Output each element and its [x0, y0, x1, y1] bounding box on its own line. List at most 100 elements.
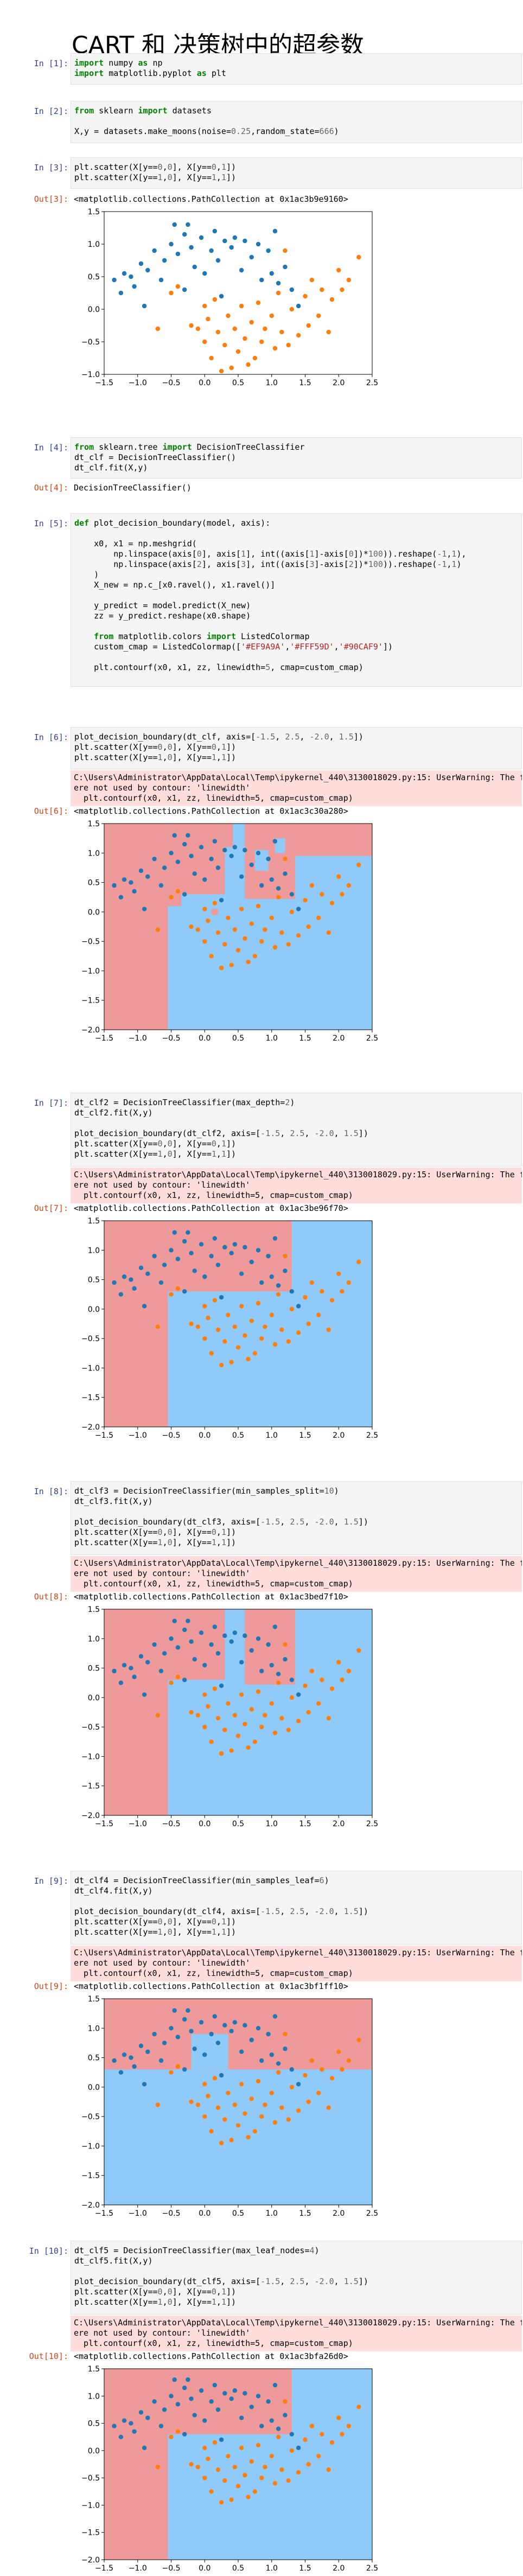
code-cell[interactable]: plot_decision_boundary(dt_clf, axis=[-1.…: [71, 727, 522, 769]
point-class-0: [182, 2386, 187, 2390]
decision-region: [104, 1609, 168, 1815]
point-class-1: [272, 346, 278, 351]
x-tick-label: 1.5: [299, 2209, 311, 2218]
y-tick-label: −0.5: [81, 338, 100, 347]
point-class-1: [326, 329, 331, 335]
point-class-0: [232, 1630, 238, 1635]
code-text[interactable]: dt_clf5 = DecisionTreeClassifier(max_lea…: [71, 2241, 521, 2312]
code-text[interactable]: from sklearn import datasets X,y = datas…: [71, 101, 521, 141]
point-class-1: [175, 2064, 181, 2069]
point-class-1: [155, 1324, 160, 1329]
code-text[interactable]: dt_clf4 = DecisionTreeClassifier(min_sam…: [71, 1871, 521, 1942]
point-class-1: [226, 2453, 231, 2459]
code-cell[interactable]: plt.scatter(X[y==0,0], X[y==0,1]) plt.sc…: [71, 157, 522, 189]
x-tick-label: 2.0: [333, 2564, 345, 2573]
code-text[interactable]: plt.scatter(X[y==0,0], X[y==0,1]) plt.sc…: [71, 158, 521, 187]
x-tick-label: −1.0: [129, 2564, 147, 2573]
code-line: plt.scatter(X[y==1,0], X[y==1,1]): [74, 753, 237, 762]
point-class-1: [336, 2415, 341, 2420]
point-class-0: [243, 2391, 247, 2396]
x-tick-label: −1.5: [95, 1820, 113, 1828]
point-class-1: [340, 1289, 345, 1294]
point-class-1: [212, 1686, 217, 1691]
warning-line: plt.contourf(x0, x1, zz, linewidth=5, cm…: [84, 1190, 353, 1200]
scatter-plot: −1.5 −1.0 −0.5 0.0 0.5 1.0 1.5 2.0 2.5−2.0−1.5−1…: [81, 1605, 378, 1828]
point-class-1: [232, 2464, 238, 2470]
decision-region: [211, 909, 218, 915]
point-class-1: [286, 342, 291, 348]
code-line: dt_clf3 = DecisionTreeClassifier(min_sam…: [74, 1486, 339, 1496]
code-text[interactable]: def plot_decision_boundary(model, axis):…: [71, 514, 521, 677]
scatter-plot: −1.5 −1.0 −0.5 0.0 0.5 1.0 1.5 2.0 2.5−2.0−1.5−1…: [81, 1217, 378, 1440]
code-line: dt_clf4 = DecisionTreeClassifier(min_sam…: [74, 1876, 329, 1885]
point-class-1: [346, 1280, 351, 1285]
output-text: <matplotlib.collections.PathCollection a…: [71, 1980, 522, 1993]
code-text[interactable]: plot_decision_boundary(dt_clf, axis=[-1.…: [71, 728, 521, 767]
point-class-0: [296, 1304, 301, 1309]
point-class-1: [296, 333, 301, 338]
code-cell[interactable]: dt_clf2 = DecisionTreeClassifier(max_dep…: [71, 1093, 522, 1166]
code-text[interactable]: import numpy as np import matplotlib.pyp…: [71, 54, 521, 83]
point-class-0: [158, 2424, 164, 2428]
y-tick-label: −1.0: [81, 2501, 100, 2510]
code-cell[interactable]: dt_clf4 = DecisionTreeClassifier(min_sam…: [71, 1871, 522, 1944]
decision-region: [275, 838, 285, 853]
x-tick-label: 0.0: [199, 2564, 211, 2573]
point-class-1: [222, 942, 227, 947]
point-class-1: [222, 1727, 227, 1732]
x-tick-label: 0.5: [232, 1431, 244, 1440]
output-repr: <matplotlib.collections.PathCollection a…: [74, 1592, 348, 1602]
output-repr: <matplotlib.collections.PathCollection a…: [74, 806, 348, 816]
point-class-1: [306, 323, 311, 328]
code-cell[interactable]: dt_clf5 = DecisionTreeClassifier(max_lea…: [71, 2241, 522, 2314]
point-class-0: [272, 1624, 278, 1629]
warning-line: C:\Users\Administrator\AppData\Local\Tem…: [74, 2318, 522, 2328]
point-class-0: [192, 1657, 197, 1662]
code-cell[interactable]: from sklearn import datasets X,y = datas…: [71, 101, 522, 143]
y-tick-label: −2.0: [81, 2201, 100, 2210]
point-class-0: [199, 2020, 204, 2025]
point-class-1: [263, 1324, 267, 1329]
point-class-0: [132, 284, 137, 289]
point-class-1: [289, 2448, 294, 2453]
code-cell[interactable]: import numpy as np import matplotlib.pyp…: [71, 53, 522, 85]
y-tick-label: 0.0: [88, 305, 100, 314]
point-class-0: [266, 1642, 271, 1647]
code-text[interactable]: dt_clf2 = DecisionTreeClassifier(max_dep…: [71, 1093, 521, 1164]
point-class-1: [316, 313, 321, 318]
point-class-1: [206, 918, 211, 923]
point-class-1: [256, 1300, 261, 1306]
point-class-0: [256, 1636, 261, 1641]
point-class-1: [283, 856, 288, 862]
y-tick-label: 0.0: [88, 1305, 100, 1314]
point-class-0: [142, 1304, 147, 1309]
code-cell[interactable]: dt_clf3 = DecisionTreeClassifier(min_sam…: [71, 1481, 522, 1555]
point-class-0: [169, 2394, 174, 2399]
point-class-0: [202, 1274, 207, 1279]
point-class-0: [283, 871, 288, 876]
x-tick-label: 1.5: [299, 379, 311, 387]
warning-line: plt.contourf(x0, x1, zz, linewidth=5, cm…: [84, 1579, 353, 1589]
point-class-1: [269, 1701, 274, 1706]
point-class-0: [243, 238, 247, 244]
code-text[interactable]: from sklearn.tree import DecisionTreeCla…: [71, 438, 521, 477]
point-class-1: [229, 2138, 234, 2143]
code-cell[interactable]: def plot_decision_boundary(model, axis):…: [71, 513, 522, 687]
point-class-1: [252, 355, 258, 361]
point-class-1: [246, 2495, 251, 2500]
point-class-0: [249, 2405, 254, 2409]
point-class-1: [346, 277, 351, 283]
output-prompt: Out[4]:: [34, 483, 68, 493]
point-class-0: [162, 2041, 167, 2045]
point-class-0: [112, 883, 117, 888]
point-class-1: [202, 2475, 207, 2481]
point-class-0: [182, 232, 187, 237]
code-text[interactable]: dt_clf3 = DecisionTreeClassifier(min_sam…: [71, 1482, 521, 1552]
point-class-1: [320, 2432, 324, 2437]
point-class-0: [118, 290, 124, 296]
x-tick-label: −1.0: [129, 1034, 147, 1043]
point-class-1: [189, 2462, 194, 2467]
point-class-0: [132, 889, 137, 894]
code-line: np.linspace(axis[0], axis[1], int((axis[…: [74, 549, 467, 559]
code-cell[interactable]: from sklearn.tree import DecisionTreeCla…: [71, 437, 522, 479]
